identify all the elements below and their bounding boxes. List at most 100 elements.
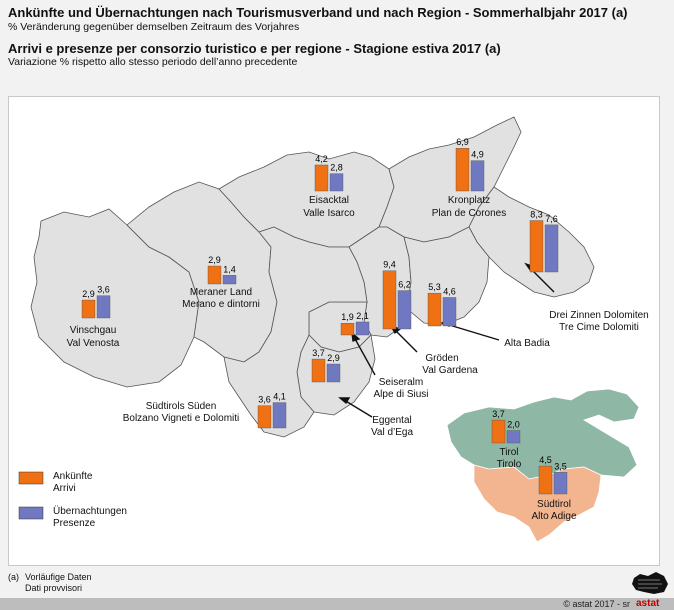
bar-arrivals-dreizinnen bbox=[529, 220, 544, 273]
label-kronplatz-it: Plan de Corones bbox=[432, 208, 507, 219]
map-canvas: 2,9 3,62,91,44,22,86,94,98,3 7,69,46,2 5,3 4… bbox=[18, 116, 649, 543]
label-groeden-de: Gröden bbox=[425, 353, 458, 364]
value-arrivals-groeden: 9,4 bbox=[383, 260, 396, 270]
label-suedtirol-de: Südtirol bbox=[537, 499, 571, 510]
subtitle-it: Variazione % rispetto allo stesso period… bbox=[8, 56, 298, 68]
inset-suedtirol bbox=[473, 464, 602, 543]
label-dreizinnen-it: Tre Cime Dolomiti bbox=[559, 322, 639, 333]
bar-stays-suedtirol bbox=[553, 472, 568, 495]
footnote-line1: (a) Vorläufige Daten bbox=[8, 572, 92, 582]
label-tirol-it: Tirolo bbox=[497, 459, 522, 470]
footnote-text-de: Vorläufige Daten bbox=[25, 572, 92, 582]
inset-map bbox=[446, 388, 640, 543]
label-meraner-de: Meraner Land bbox=[190, 287, 252, 298]
legend-swatches bbox=[18, 471, 44, 520]
bar-stays-kronplatz bbox=[470, 160, 485, 192]
legend-swatch-arrivals bbox=[18, 471, 44, 485]
label-suedtirolssueden-de: Südtirols Süden bbox=[146, 401, 217, 412]
value-stays-suedtirol: 3,5 bbox=[554, 461, 567, 471]
label-dreizinnen-de: Drei Zinnen Dolomiten bbox=[549, 310, 649, 321]
logo-text: astat bbox=[636, 598, 660, 609]
value-stays-seiseralm: 2,1 bbox=[356, 311, 369, 321]
value-stays-meraner: 1,4 bbox=[223, 264, 236, 274]
value-arrivals-eisacktal: 4,2 bbox=[315, 154, 328, 164]
district-vinschgau bbox=[30, 208, 200, 388]
label-eggental-it: Val d’Ega bbox=[371, 427, 414, 438]
astat-logo-icon bbox=[632, 572, 668, 594]
label-seiseralm-it: Alpe di Siusi bbox=[373, 389, 428, 400]
value-stays-eggental: 2,9 bbox=[327, 353, 340, 363]
value-arrivals-tirol: 3,7 bbox=[492, 409, 505, 419]
district-suedtirolssueden bbox=[223, 226, 368, 438]
bar-stays-dreizinnen bbox=[544, 224, 559, 273]
pointer-seiseralm bbox=[353, 336, 376, 376]
label-eisacktal-it: Valle Isarco bbox=[303, 208, 355, 219]
value-stays-vinschgau: 3,6 bbox=[97, 285, 110, 295]
value-stays-dreizinnen: 7,6 bbox=[545, 214, 558, 224]
map-panel: 2,9 3,6 2,9 1,4 4,2 2,8 6,9 4,9 8,3 7,6 9,4 6,2 5,3 4… bbox=[8, 96, 660, 566]
footnote-text-it: Dati provvisori bbox=[25, 583, 83, 593]
bar-arrivals-eisacktal bbox=[314, 164, 329, 192]
legend-swatch-stays bbox=[18, 506, 44, 520]
value-arrivals-seiseralm: 1,9 bbox=[341, 312, 354, 322]
value-stays-altabadia: 4,6 bbox=[443, 286, 456, 296]
label-kronplatz-de: Kronplatz bbox=[448, 195, 490, 206]
bar-groups: 2,9 3,62,91,44,22,86,94,98,3 7,69,46,2 5,3 4… bbox=[81, 137, 568, 495]
title-it: Arrivi e presenze per consorzio turistic… bbox=[8, 41, 501, 56]
value-arrivals-kronplatz: 6,9 bbox=[456, 137, 469, 147]
bar-stays-suedtirolssueden bbox=[272, 402, 287, 429]
pointer-altabadia bbox=[445, 323, 500, 341]
bar-stays-eisacktal bbox=[329, 173, 344, 192]
copyright: © astat 2017 - sr bbox=[563, 599, 630, 609]
pointer-groeden bbox=[393, 328, 418, 353]
value-stays-tirol: 2,0 bbox=[507, 420, 520, 430]
footnote-marker: (a) bbox=[8, 572, 19, 582]
value-stays-kronplatz: 4,9 bbox=[471, 150, 484, 160]
legend-arrivals-de: Ankünfte bbox=[53, 471, 93, 482]
title-de: Ankünfte und Übernachtungen nach Tourism… bbox=[8, 5, 628, 20]
bar-stays-groeden bbox=[397, 290, 412, 330]
value-stays-groeden: 6,2 bbox=[398, 280, 411, 290]
bar-arrivals-altabadia bbox=[427, 292, 442, 327]
bar-stays-vinschgau bbox=[96, 295, 111, 319]
bar-arrivals-groeden bbox=[382, 270, 397, 330]
value-arrivals-dreizinnen: 8,3 bbox=[530, 210, 543, 220]
bar-arrivals-kronplatz bbox=[455, 148, 470, 192]
bar-arrivals-seiseralm bbox=[340, 323, 355, 336]
bar-stays-tirol bbox=[506, 430, 521, 444]
footer-bar bbox=[0, 598, 674, 610]
value-arrivals-suedtirol: 4,5 bbox=[539, 455, 552, 465]
legend-stays-it: Presenze bbox=[53, 518, 96, 529]
label-eggental-de: Eggental bbox=[372, 415, 411, 426]
bar-arrivals-meraner bbox=[207, 265, 222, 285]
value-arrivals-eggental: 3,7 bbox=[312, 348, 325, 358]
bar-stays-eggental bbox=[326, 363, 341, 383]
value-stays-suedtirolssueden: 4,1 bbox=[273, 392, 286, 402]
label-eisacktal-de: Eisacktal bbox=[309, 195, 349, 206]
value-arrivals-vinschgau: 2,9 bbox=[82, 289, 95, 299]
bar-arrivals-eggental bbox=[311, 358, 326, 383]
subtitle-de: % Veränderung gegenüber demselben Zeitra… bbox=[8, 21, 300, 33]
value-arrivals-suedtirolssueden: 3,6 bbox=[258, 395, 271, 405]
label-altabadia-de: Alta Badia bbox=[504, 338, 550, 349]
label-vinschgau-de: Vinschgau bbox=[70, 325, 117, 336]
legend-arrivals-it: Arrivi bbox=[53, 483, 76, 494]
bar-stays-meraner bbox=[222, 275, 237, 285]
bar-stays-altabadia bbox=[442, 297, 457, 327]
pointer-eggental-head bbox=[338, 397, 351, 405]
value-arrivals-altabadia: 5,3 bbox=[428, 282, 441, 292]
district-outlines bbox=[30, 116, 595, 438]
label-groeden-it: Val Gardena bbox=[422, 365, 478, 376]
bar-arrivals-suedtirolssueden bbox=[257, 405, 272, 429]
label-suedtirol-it: Alto Adige bbox=[531, 511, 576, 522]
bar-arrivals-tirol bbox=[491, 419, 506, 444]
bar-stays-seiseralm bbox=[355, 321, 370, 336]
label-tirol-de: Tirol bbox=[499, 447, 518, 458]
bar-arrivals-vinschgau bbox=[81, 299, 96, 319]
legend-stays-de: Übernachtungen bbox=[53, 505, 127, 517]
value-arrivals-meraner: 2,9 bbox=[208, 255, 221, 265]
pointer-eggental bbox=[343, 399, 373, 418]
value-stays-eisacktal: 2,8 bbox=[330, 163, 343, 173]
label-vinschgau-it: Val Venosta bbox=[67, 338, 120, 349]
label-suedtirolssueden-it: Bolzano Vigneti e Dolomiti bbox=[123, 413, 240, 424]
